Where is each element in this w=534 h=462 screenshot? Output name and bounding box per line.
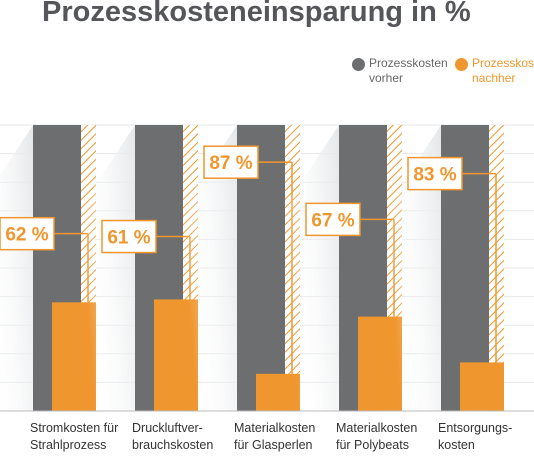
x-tick-label: Druckluftver-brauchskosten — [132, 421, 214, 452]
x-tick-label: Entsorgungs-kosten — [438, 421, 513, 452]
legend-label: Prozesskost nachher — [472, 56, 534, 85]
shadow — [82, 125, 135, 411]
callout-box — [407, 156, 463, 191]
callout-box — [305, 202, 361, 237]
shadow — [184, 125, 237, 411]
shadow — [0, 125, 33, 411]
callout-box — [0, 216, 55, 251]
value-label: 83 % — [413, 165, 456, 186]
callout-box — [203, 145, 259, 179]
legend-swatch — [352, 58, 365, 71]
value-label: 67 % — [311, 210, 354, 231]
shadow — [286, 125, 339, 411]
value-label: 62 % — [5, 225, 48, 246]
shadow — [388, 125, 441, 411]
chart-title: Prozesskosteneinsparung in % — [42, 0, 471, 28]
legend-label: Prozesskosten vorher — [369, 56, 448, 85]
legend-swatch — [455, 58, 468, 71]
value-label: 87 % — [209, 153, 252, 174]
x-tick-label: Materialkosten für Polybeats — [336, 421, 418, 452]
value-label: 61 % — [107, 228, 150, 249]
bar — [460, 362, 504, 411]
callout-box — [101, 219, 157, 254]
x-tick-label: Stromkosten für Strahlprozess — [30, 421, 119, 452]
x-tick-label: Materialkosten für Glasperlen — [234, 421, 316, 452]
